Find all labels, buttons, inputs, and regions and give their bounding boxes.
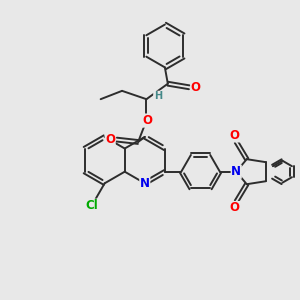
Text: O: O xyxy=(191,81,201,94)
Text: N: N xyxy=(140,177,150,190)
Text: O: O xyxy=(142,114,152,127)
Text: O: O xyxy=(105,133,115,146)
Text: N: N xyxy=(231,165,241,178)
Text: O: O xyxy=(230,129,240,142)
Text: H: H xyxy=(154,91,162,101)
Text: Cl: Cl xyxy=(85,199,98,212)
Text: O: O xyxy=(230,202,240,214)
